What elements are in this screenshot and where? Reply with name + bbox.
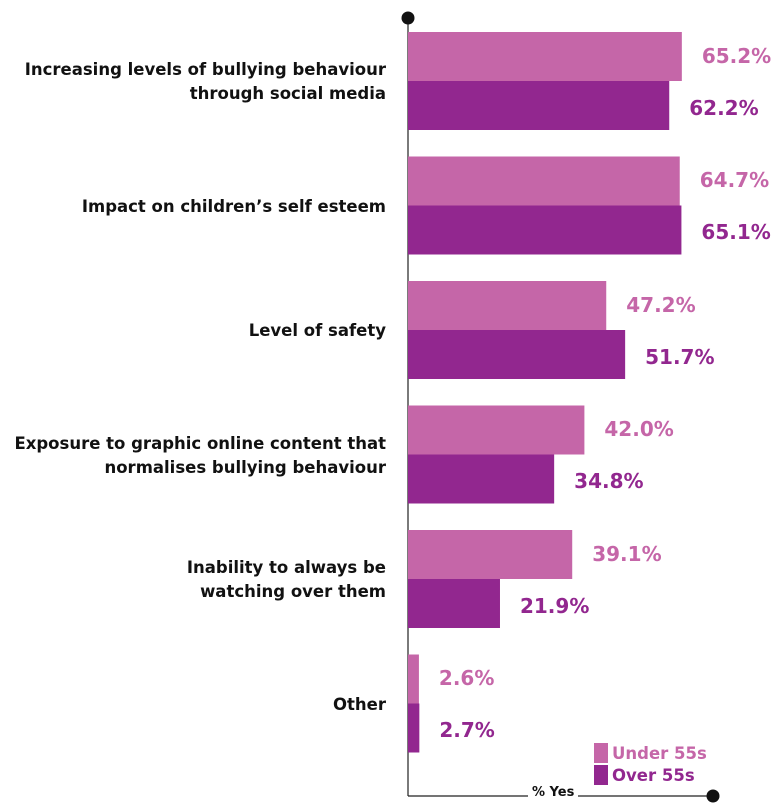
- bar-over-55s-2: [408, 330, 626, 379]
- bar-under-55s-0: [408, 32, 682, 81]
- bar-over-55s-1: [408, 205, 682, 255]
- category-label-3: Exposure to graphic online content that n…: [14, 432, 386, 480]
- category-label-5: Other: [333, 693, 386, 717]
- data-label-under-55s-4: 39.1%: [592, 541, 662, 566]
- legend-label-under-55s: Under 55s: [612, 743, 707, 763]
- data-label-under-55s-1: 64.7%: [699, 168, 770, 192]
- category-label-line: Other: [333, 694, 386, 714]
- bar-over-55s-0: [408, 81, 670, 130]
- data-label-over-55s-1: 65.1%: [701, 220, 771, 244]
- category-label-1: Impact on children’s self esteem: [82, 195, 386, 219]
- bar-under-55s-4: [408, 530, 573, 579]
- data-label-over-55s-5: 2.7%: [439, 718, 495, 742]
- category-label-0: Increasing levels of bullying behaviour t…: [25, 58, 386, 106]
- category-label-2: Level of safety: [249, 319, 386, 343]
- bar-under-55s-3: [408, 405, 585, 455]
- category-label-line: Increasing levels of bullying behaviour: [24, 60, 386, 79]
- category-label-line: Exposure to graphic online content that: [14, 433, 386, 453]
- legend-swatch-over-55s: [594, 765, 608, 785]
- category-label-line: Inability to always be: [186, 558, 386, 577]
- category-label-line: Level of safety: [248, 321, 386, 340]
- legend-swatch-under-55s: [594, 743, 608, 763]
- data-label-under-55s-2: 47.2%: [626, 292, 696, 317]
- data-label-under-55s-5: 2.6%: [438, 666, 495, 690]
- data-label-over-55s-4: 21.9%: [519, 593, 590, 618]
- legend: Under 55s Over 55s: [594, 742, 707, 786]
- bar-under-55s-1: [408, 156, 680, 206]
- category-label-line: normalises bullying behaviour: [104, 457, 386, 477]
- data-label-under-55s-0: 65.2%: [701, 43, 772, 68]
- legend-item-under-55s: Under 55s: [594, 742, 707, 764]
- category-label-line: watching over them: [200, 582, 386, 601]
- x-axis-title: % Yes: [528, 784, 579, 802]
- bar-under-55s-2: [408, 281, 607, 330]
- legend-label-over-55s: Over 55s: [612, 765, 695, 785]
- axis-end-dot: [706, 789, 720, 803]
- category-label-line: Impact on children’s self esteem: [81, 196, 386, 216]
- category-label-4: Inability to always be watching over them: [187, 556, 386, 604]
- bar-over-55s-4: [408, 579, 500, 628]
- data-label-over-55s-0: 62.2%: [689, 95, 759, 120]
- bar-over-55s-5: [408, 703, 420, 753]
- bar-under-55s-5: [408, 654, 419, 704]
- axis-top-dot: [401, 11, 415, 25]
- legend-item-over-55s: Over 55s: [594, 764, 707, 786]
- data-label-over-55s-3: 34.8%: [574, 469, 644, 493]
- data-label-over-55s-2: 51.7%: [645, 344, 715, 369]
- bar-over-55s-3: [408, 454, 555, 504]
- category-label-line: through social media: [189, 84, 386, 103]
- data-label-under-55s-3: 42.0%: [604, 417, 674, 441]
